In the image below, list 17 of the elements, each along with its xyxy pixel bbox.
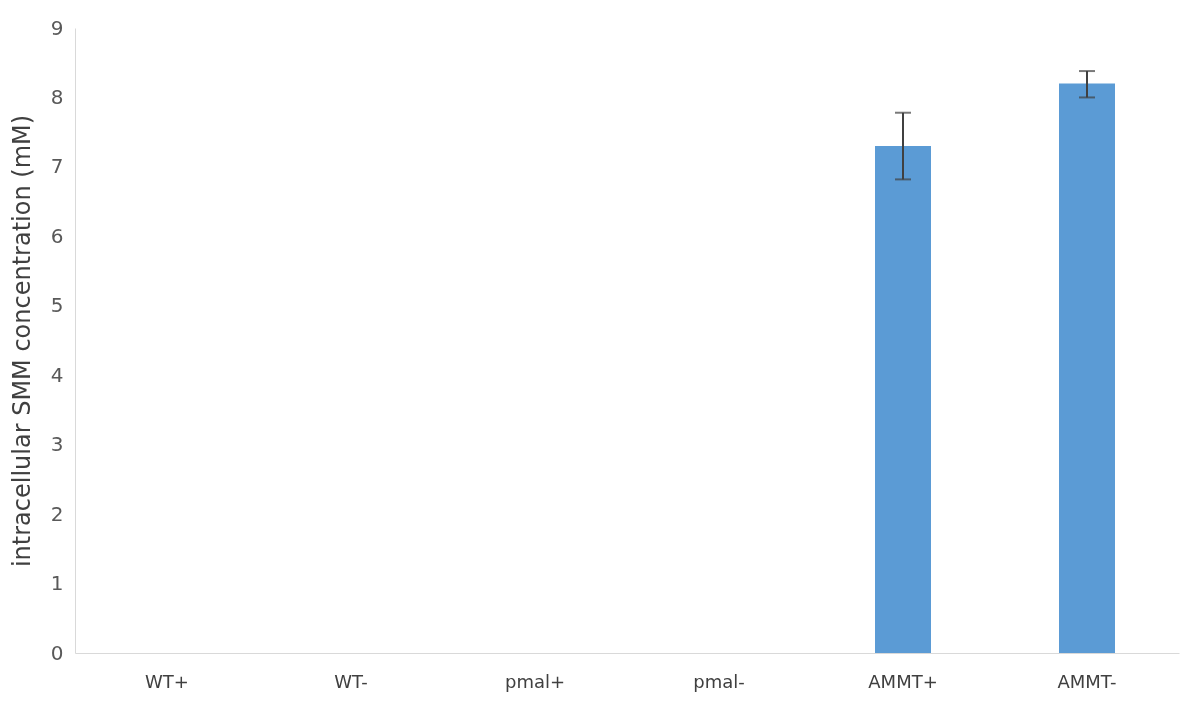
y-tick-label: 6 <box>50 223 64 248</box>
y-axis-title: intracellular SMM concentration (mM) <box>7 114 36 568</box>
y-tick-label: 2 <box>50 501 64 526</box>
y-tick-label: 1 <box>50 571 64 596</box>
y-tick-label: 8 <box>50 84 64 109</box>
x-tick-label: pmal- <box>693 670 745 692</box>
y-tick-label: 4 <box>50 362 64 387</box>
x-tick-label: WT+ <box>145 670 189 692</box>
y-tick-label: 3 <box>50 432 64 457</box>
y-tick-label: 5 <box>50 293 64 318</box>
x-tick-label: AMMT- <box>1057 670 1117 692</box>
y-tick-label: 7 <box>50 154 64 179</box>
y-tick-label: 9 <box>50 15 64 40</box>
x-tick-label: pmal+ <box>504 670 566 692</box>
x-tick-label: AMMT+ <box>868 670 938 692</box>
y-tick-label: 0 <box>50 640 64 665</box>
x-tick-label: WT- <box>334 670 368 692</box>
